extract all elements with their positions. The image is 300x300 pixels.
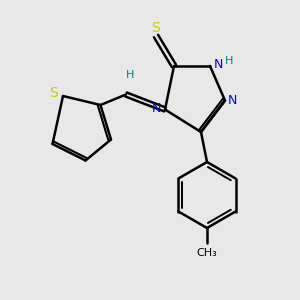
Text: CH₃: CH₃ bbox=[196, 248, 218, 258]
Text: N: N bbox=[214, 58, 223, 71]
Text: H: H bbox=[126, 70, 135, 80]
Text: H: H bbox=[224, 56, 233, 67]
Text: N: N bbox=[228, 94, 237, 107]
Text: S: S bbox=[49, 86, 58, 100]
Text: N: N bbox=[152, 101, 161, 115]
Text: S: S bbox=[151, 21, 160, 34]
